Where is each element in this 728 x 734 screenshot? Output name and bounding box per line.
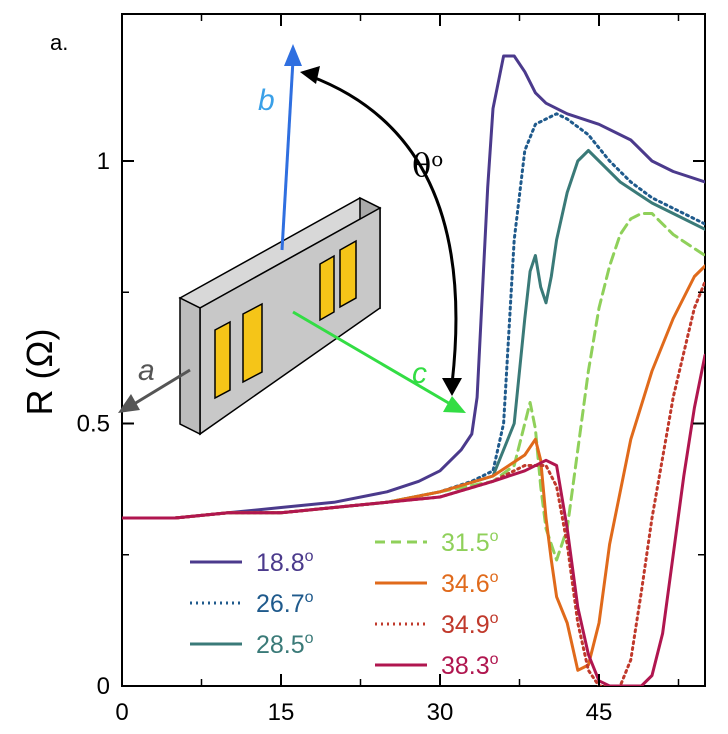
contact-pad bbox=[339, 239, 357, 309]
a-axis-label: a bbox=[138, 354, 155, 387]
a-axis-arrowhead bbox=[118, 394, 140, 413]
y-tick-label: 0.5 bbox=[77, 411, 110, 438]
series-layer bbox=[122, 54, 705, 686]
a-axis-arrow bbox=[133, 368, 191, 406]
ticks-layer: 0 15 30 45 0 0.5 1 bbox=[77, 14, 705, 726]
legend-label: 28.5o bbox=[256, 630, 314, 659]
legend-label: 26.7o bbox=[256, 589, 314, 618]
crystal-schematic: b c a θo bbox=[118, 44, 466, 436]
c-axis-arrowhead bbox=[443, 396, 466, 413]
x-tick-label: 30 bbox=[427, 699, 454, 726]
crystal-left-face bbox=[179, 296, 201, 436]
legend-label: 38.3o bbox=[441, 651, 499, 680]
legend-label: 34.6o bbox=[441, 569, 499, 598]
theta-arrowhead-top bbox=[300, 66, 320, 84]
b-axis-label: b bbox=[258, 84, 275, 117]
legend-label: 34.9o bbox=[441, 610, 499, 639]
theta-arc bbox=[309, 74, 458, 385]
y-axis-title: R (Ω) bbox=[19, 329, 60, 416]
y-tick-label: 0 bbox=[97, 673, 110, 700]
contact-pad bbox=[319, 254, 335, 322]
series-line-31.5 bbox=[122, 212, 705, 562]
contact-pad bbox=[214, 320, 231, 400]
legend: 18.8o 26.7o 28.5o 31.5o 34.6o 34.9o 38.3o bbox=[190, 528, 499, 680]
series-line-18.8 bbox=[122, 54, 705, 520]
panel-label: a. bbox=[50, 30, 68, 55]
x-tick-label: 15 bbox=[268, 699, 295, 726]
x-tick-label: 45 bbox=[586, 699, 613, 726]
theta-arrowhead-bottom bbox=[442, 378, 462, 396]
c-axis-label: c bbox=[412, 357, 427, 390]
theta-label: θo bbox=[412, 146, 443, 184]
legend-label: 31.5o bbox=[441, 528, 499, 557]
b-axis-arrow bbox=[280, 59, 295, 251]
legend-label: 18.8o bbox=[256, 548, 314, 577]
contact-pad bbox=[242, 302, 263, 384]
plot-frame bbox=[121, 13, 706, 687]
y-tick-label: 1 bbox=[97, 148, 110, 175]
x-tick-label: 0 bbox=[115, 699, 128, 726]
b-axis-arrowhead bbox=[284, 44, 302, 66]
series-line-38.3 bbox=[122, 353, 705, 686]
c-axis-arrow bbox=[292, 310, 453, 407]
